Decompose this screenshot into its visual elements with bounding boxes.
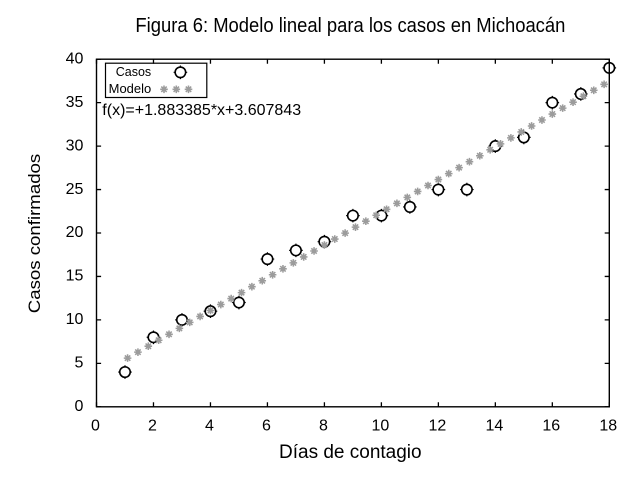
svg-text:15: 15: [66, 268, 84, 285]
svg-text:18: 18: [599, 417, 617, 434]
svg-text:5: 5: [74, 355, 83, 372]
svg-text:Días de contagio: Días de contagio: [279, 442, 422, 463]
svg-text:14: 14: [485, 417, 503, 434]
svg-text:30: 30: [66, 137, 84, 154]
svg-text:35: 35: [66, 94, 84, 111]
svg-text:40: 40: [66, 50, 84, 67]
svg-text:Casos confirmados: Casos confirmados: [25, 154, 44, 314]
svg-text:0: 0: [91, 417, 100, 434]
svg-text:25: 25: [66, 181, 84, 198]
svg-text:8: 8: [319, 417, 328, 434]
svg-text:6: 6: [262, 417, 271, 434]
svg-text:2: 2: [148, 417, 157, 434]
svg-text:16: 16: [542, 417, 560, 434]
svg-text:4: 4: [205, 417, 214, 434]
svg-text:10: 10: [371, 417, 389, 434]
svg-text:0: 0: [74, 398, 83, 415]
svg-text:Modelo: Modelo: [109, 82, 152, 96]
svg-text:12: 12: [428, 417, 446, 434]
svg-text:Casos: Casos: [116, 65, 151, 79]
svg-text:Figura 6: Modelo lineal para l: Figura 6: Modelo lineal para los casos e…: [135, 15, 565, 37]
svg-text:20: 20: [66, 224, 84, 241]
svg-text:f(x)=+1.883385*x+3.607843: f(x)=+1.883385*x+3.607843: [102, 102, 301, 119]
svg-text:10: 10: [66, 311, 84, 328]
